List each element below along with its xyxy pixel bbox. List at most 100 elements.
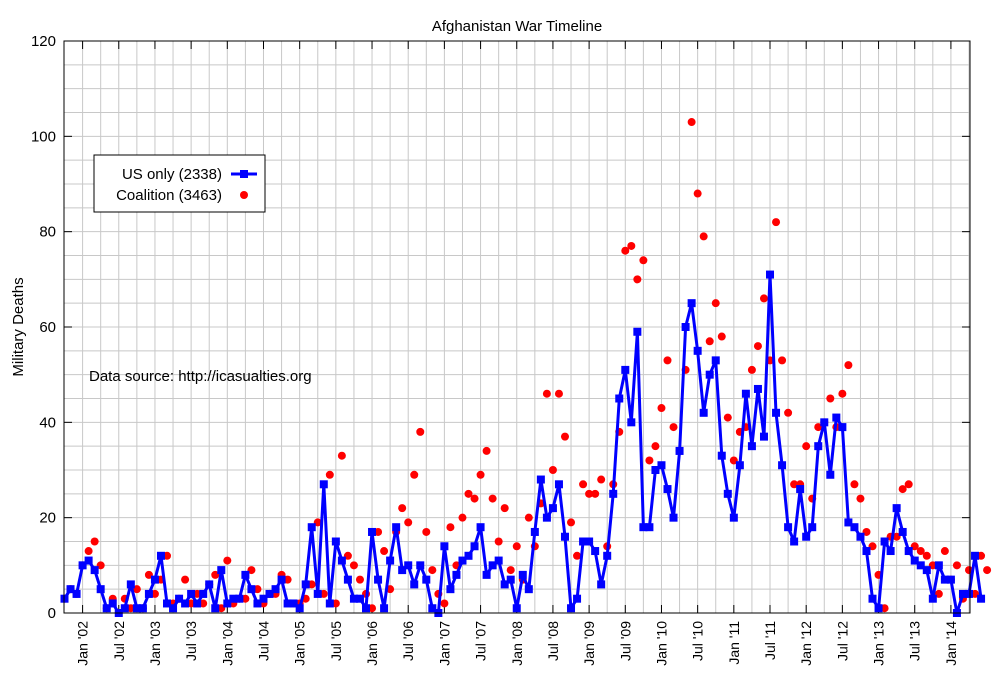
data-point-square bbox=[735, 461, 744, 470]
x-tick-label: Jan '07 bbox=[436, 621, 452, 666]
data-point-square bbox=[603, 551, 612, 560]
x-tick-label: Jul '09 bbox=[617, 621, 633, 661]
data-point-circle bbox=[651, 442, 660, 451]
data-point-square bbox=[814, 442, 823, 451]
data-point-square bbox=[84, 556, 93, 565]
data-point-circle bbox=[880, 604, 889, 613]
x-tick-label: Jan '09 bbox=[581, 621, 597, 666]
data-point-square bbox=[229, 594, 238, 603]
data-point-square bbox=[916, 561, 925, 570]
data-point-square bbox=[675, 446, 684, 455]
data-point-circle bbox=[717, 332, 726, 341]
x-tick-label: Jan '08 bbox=[509, 621, 525, 666]
data-point-square bbox=[295, 604, 304, 613]
data-point-square bbox=[753, 384, 762, 393]
data-point-circle bbox=[898, 485, 907, 494]
data-point-circle bbox=[699, 232, 708, 241]
data-point-circle bbox=[971, 589, 980, 598]
data-point-square bbox=[573, 594, 582, 603]
data-point-circle bbox=[410, 470, 419, 479]
data-point-square bbox=[759, 432, 768, 441]
data-point-circle bbox=[126, 604, 135, 613]
x-tick-label: Jul '08 bbox=[545, 621, 561, 661]
data-point-circle bbox=[331, 599, 340, 608]
data-point-square bbox=[169, 604, 178, 613]
data-point-square bbox=[150, 575, 159, 584]
data-point-square bbox=[790, 537, 799, 546]
data-point-square bbox=[66, 585, 75, 594]
data-point-circle bbox=[826, 394, 835, 403]
data-point-circle bbox=[506, 566, 515, 575]
data-point-square bbox=[470, 542, 479, 551]
data-point-square bbox=[530, 527, 539, 536]
data-point-square bbox=[319, 480, 328, 489]
data-point-circle bbox=[922, 551, 931, 560]
data-point-circle bbox=[772, 218, 781, 227]
data-point-circle bbox=[916, 547, 925, 556]
data-point-square bbox=[362, 604, 370, 613]
data-point-square bbox=[832, 413, 841, 422]
data-point-square bbox=[784, 523, 793, 532]
data-point-square bbox=[922, 566, 931, 575]
data-point-square bbox=[669, 513, 678, 522]
data-point-square bbox=[392, 523, 401, 532]
data-point-square bbox=[108, 599, 117, 608]
data-point-square bbox=[90, 566, 99, 575]
data-point-square bbox=[591, 547, 600, 556]
x-axis: Jan '02 Jul '02 Jan '03 Jul '03 Jan '04 Jul '… bbox=[75, 41, 959, 666]
data-point-circle bbox=[181, 575, 190, 584]
data-point-circle bbox=[355, 575, 364, 584]
data-point-circle bbox=[560, 432, 569, 441]
data-point-square bbox=[488, 561, 497, 570]
data-point-square bbox=[747, 442, 756, 451]
data-point-circle bbox=[416, 427, 425, 436]
y-tick-label: 0 bbox=[48, 605, 56, 622]
data-point-circle bbox=[440, 599, 449, 608]
data-point-circle bbox=[591, 489, 600, 498]
data-point-circle bbox=[150, 589, 159, 598]
data-point-circle bbox=[928, 561, 937, 570]
data-point-square bbox=[868, 594, 877, 603]
data-point-circle bbox=[446, 523, 455, 532]
data-point-square bbox=[910, 556, 919, 565]
y-tick-label: 40 bbox=[39, 414, 56, 431]
data-point-circle bbox=[223, 556, 232, 565]
data-point-circle bbox=[524, 513, 533, 522]
data-point-circle bbox=[657, 404, 666, 413]
data-point-circle bbox=[844, 361, 853, 370]
data-point-circle bbox=[747, 365, 756, 374]
data-point-square bbox=[554, 480, 563, 489]
data-point-square bbox=[645, 523, 654, 532]
data-point-square bbox=[199, 589, 208, 598]
x-tick-label: Jan '04 bbox=[219, 621, 235, 666]
data-point-circle bbox=[476, 470, 485, 479]
y-tick-label: 120 bbox=[31, 33, 56, 50]
data-point-square bbox=[102, 604, 111, 613]
data-point-circle bbox=[904, 480, 913, 489]
data-point-circle bbox=[554, 389, 563, 398]
data-point-square bbox=[464, 551, 473, 560]
data-point-circle bbox=[663, 356, 672, 365]
data-point-circle bbox=[645, 456, 654, 465]
x-tick-label: Jul '03 bbox=[183, 621, 199, 661]
data-point-square bbox=[585, 537, 594, 546]
data-point-circle bbox=[790, 480, 799, 489]
x-tick-label: Jan '03 bbox=[147, 621, 163, 666]
data-point-square bbox=[657, 461, 666, 470]
data-point-circle bbox=[132, 585, 141, 594]
data-point-square bbox=[271, 585, 280, 594]
data-point-circle bbox=[639, 256, 648, 265]
data-point-square bbox=[126, 580, 135, 589]
data-point-square bbox=[536, 475, 545, 484]
legend-label-us: US only (2338) bbox=[122, 166, 222, 183]
data-point-square bbox=[440, 542, 449, 551]
legend-marker-us bbox=[240, 170, 248, 178]
x-tick-label: Jul '02 bbox=[111, 621, 127, 661]
data-point-square bbox=[892, 504, 901, 513]
data-point-square bbox=[476, 523, 485, 532]
x-tick-label: Jan '05 bbox=[292, 621, 308, 666]
data-point-square bbox=[766, 270, 775, 279]
data-point-square bbox=[808, 523, 817, 532]
legend: US only (2338) Coalition (3463) bbox=[93, 154, 266, 213]
